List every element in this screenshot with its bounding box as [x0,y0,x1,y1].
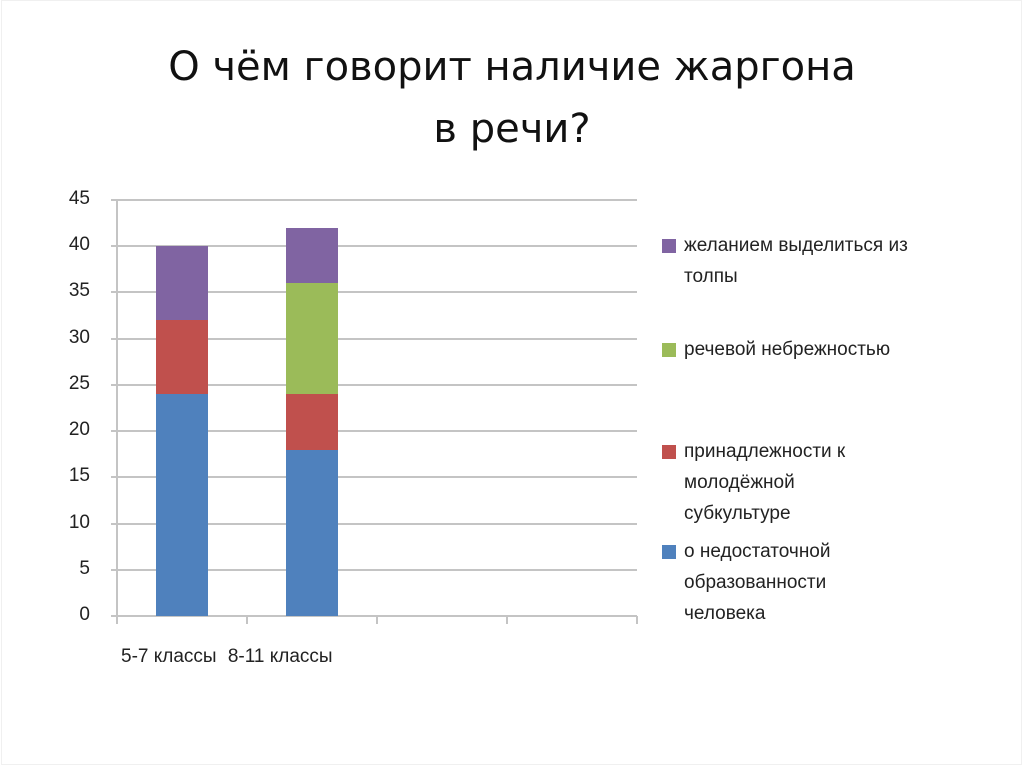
gridline [111,430,637,433]
legend-item: о недостаточной образованности человека [662,536,974,629]
legend-item: принадлежности к молодёжной субкультуре [662,436,974,529]
y-tick-label: 5 [79,557,90,579]
bar-segment [286,394,338,450]
x-axis-tick [376,616,378,624]
x-label-8-11: 8-11 классы [227,646,333,667]
x-axis-tick [116,616,118,624]
x-axis-labels: 5-7 классы 8-11 классы [121,646,339,668]
y-tick-label: 25 [68,372,90,394]
legend-swatch-icon [662,239,676,253]
y-tick-label: 45 [68,188,90,209]
bar-segment [156,246,208,321]
gridline [111,199,637,201]
gridline [111,615,637,617]
legend-label: речевой небрежностью [684,339,891,360]
legend-label: о недостаточной образованности человека [684,541,831,624]
legend-item: речевой небрежностью [662,334,974,365]
y-tick-label: 35 [68,280,90,302]
legend-swatch-icon [662,545,676,559]
slide-title: О чём говорит наличие жаргона в речи? [0,36,1024,160]
y-axis-line [116,200,118,616]
y-tick-label: 20 [68,419,90,441]
bar-segment [286,449,338,616]
x-axis-tick [246,616,248,624]
gridline [111,568,637,571]
y-tick-label: 40 [68,234,90,256]
legend-swatch-icon [662,445,676,459]
x-label-5-7: 5-7 классы [121,646,217,667]
legend-swatch-icon [662,343,676,357]
title-line-1: О чём говорит наличие жаргона [168,44,856,90]
y-tick-label: 15 [68,465,90,487]
gridline [111,245,637,248]
x-axis-tick [636,616,638,624]
gridline [111,522,637,525]
gridline [111,291,637,294]
title-line-2: в речи? [433,106,591,152]
x-axis-tick [506,616,508,624]
bar-segment [156,394,208,616]
gridline [111,383,637,386]
legend-item: желанием выделиться из толпы [662,230,974,292]
bar-segment [156,320,208,395]
y-tick-label: 0 [79,604,90,625]
legend-label: принадлежности к молодёжной субкультуре [684,441,846,524]
bar-segment [286,227,338,284]
y-tick-label: 30 [68,326,90,348]
gridline [111,476,637,479]
legend-label: желанием выделиться из толпы [684,235,908,287]
bar-segment [286,283,338,395]
gridline [111,337,637,340]
y-tick-label: 10 [68,511,90,533]
